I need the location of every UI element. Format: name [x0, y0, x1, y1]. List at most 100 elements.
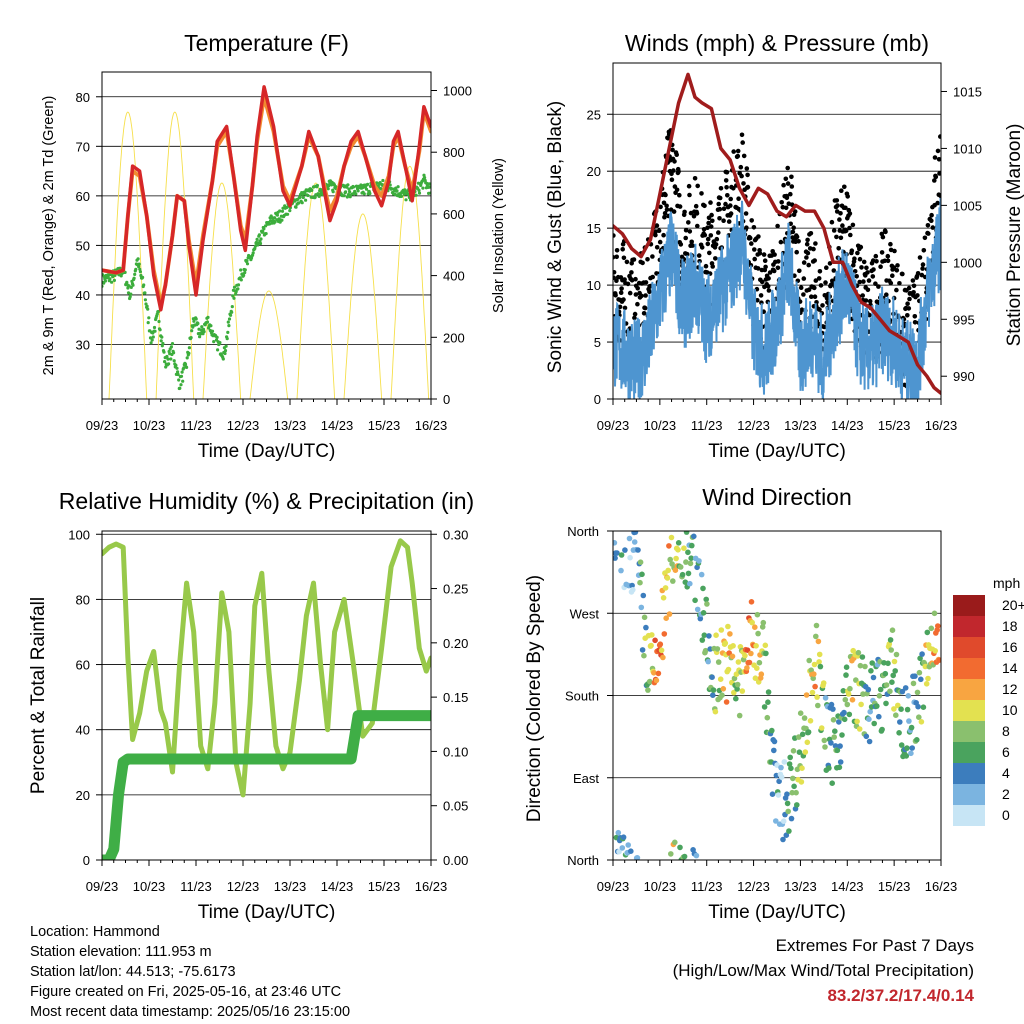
gust-point — [885, 253, 891, 259]
gust-point — [749, 241, 754, 246]
gust-point — [855, 250, 860, 256]
direction-point — [887, 637, 894, 643]
gust-point — [654, 223, 660, 228]
direction-point — [664, 575, 671, 581]
gust-point — [686, 220, 691, 225]
gust-point — [920, 266, 925, 271]
dewpoint-point — [162, 350, 166, 354]
direction-point — [632, 531, 639, 535]
direction-point — [754, 665, 760, 671]
extremes-values: 83.2/37.2/17.4/0.14 — [827, 986, 974, 1005]
gust-point — [621, 255, 627, 261]
legend-swatch — [953, 658, 985, 679]
direction-point — [915, 703, 921, 710]
direction-point — [776, 778, 782, 785]
gust-point — [728, 211, 734, 216]
dewpoint-point — [270, 216, 274, 220]
dewpoint-point — [149, 341, 153, 345]
gust-point — [635, 301, 640, 307]
gust-point — [741, 181, 746, 186]
legend-swatch — [953, 637, 985, 658]
direction-point — [780, 818, 787, 824]
gust-point — [857, 256, 863, 262]
y-tick-label: 0 — [83, 853, 90, 868]
dewpoint-point — [103, 279, 107, 283]
gust-point — [708, 200, 713, 205]
direction-point — [733, 671, 740, 677]
gust-point — [891, 265, 897, 270]
dewpoint-point — [129, 292, 133, 296]
gust-point — [888, 241, 893, 247]
gust-point — [735, 148, 741, 154]
gust-point — [897, 281, 902, 286]
x-tick-label: 14/23 — [831, 418, 864, 433]
dewpoint-point — [258, 241, 263, 246]
gust-point — [785, 181, 791, 186]
y-tick-label: 30 — [76, 338, 90, 353]
created-text: Figure created on Fri, 2025-05-16, at 23… — [30, 984, 342, 1000]
gust-point — [938, 134, 941, 139]
direction-point — [685, 570, 692, 577]
gust-point — [645, 257, 650, 262]
gust-point — [633, 292, 639, 297]
gust-point — [728, 203, 733, 208]
dewpoint-point — [421, 186, 425, 190]
gust-point — [678, 242, 684, 247]
y-tick-label: 40 — [76, 288, 90, 303]
dewpoint-point — [300, 201, 304, 205]
direction-point — [902, 685, 909, 691]
gust-point — [812, 285, 817, 291]
direction-point — [817, 663, 824, 670]
gust-point — [635, 286, 640, 291]
direction-point — [752, 675, 759, 681]
direction-point — [725, 666, 732, 673]
gust-point — [723, 178, 729, 183]
direction-point — [849, 697, 856, 703]
chart-panel-2: Winds (mph) & Pressure (mb) Time (Day/UTC… — [545, 30, 1024, 462]
gust-point — [878, 264, 883, 270]
direction-point — [631, 539, 638, 545]
dewpoint-point — [187, 346, 191, 350]
direction-point — [879, 726, 885, 733]
direction-point — [641, 614, 648, 621]
y-right-tick-label: 0.05 — [443, 799, 468, 814]
gust-point — [761, 252, 767, 257]
gust-point — [728, 196, 733, 202]
direction-point — [932, 648, 938, 654]
dewpoint-point — [151, 335, 155, 339]
gust-point — [627, 290, 633, 296]
gust-point — [677, 192, 682, 198]
gust-point — [697, 259, 702, 264]
dewpoint-point — [146, 307, 150, 311]
direction-point — [815, 638, 822, 645]
y-tick-label: 60 — [76, 189, 90, 204]
dewpoint-point — [210, 329, 215, 333]
gust-point — [743, 211, 749, 216]
gust-point — [867, 298, 873, 304]
gust-point — [894, 268, 900, 273]
gust-point — [726, 219, 732, 224]
y-right-tick-label: 1005 — [953, 198, 982, 213]
direction-point — [909, 745, 915, 751]
gust-point — [775, 265, 781, 271]
gust-point — [843, 205, 848, 211]
gust-point — [631, 257, 637, 262]
direction-point — [753, 643, 759, 649]
dewpoint-point — [294, 205, 298, 209]
direction-point — [615, 829, 622, 836]
direction-point — [658, 647, 665, 654]
x-tick-label: 10/23 — [644, 879, 677, 894]
gust-point — [619, 286, 624, 291]
gust-point — [876, 284, 881, 289]
gust-point — [721, 206, 727, 211]
y-right-tick-label: 0.15 — [443, 690, 468, 705]
dewpoint-point — [216, 348, 220, 352]
gust-point — [671, 168, 676, 173]
dewpoint-point — [180, 370, 184, 374]
y-tick-label: 80 — [76, 592, 90, 607]
gust-point — [865, 287, 871, 293]
gust-point — [929, 212, 934, 218]
gust-point — [827, 261, 833, 266]
direction-point — [625, 842, 631, 848]
direction-point — [836, 764, 843, 771]
